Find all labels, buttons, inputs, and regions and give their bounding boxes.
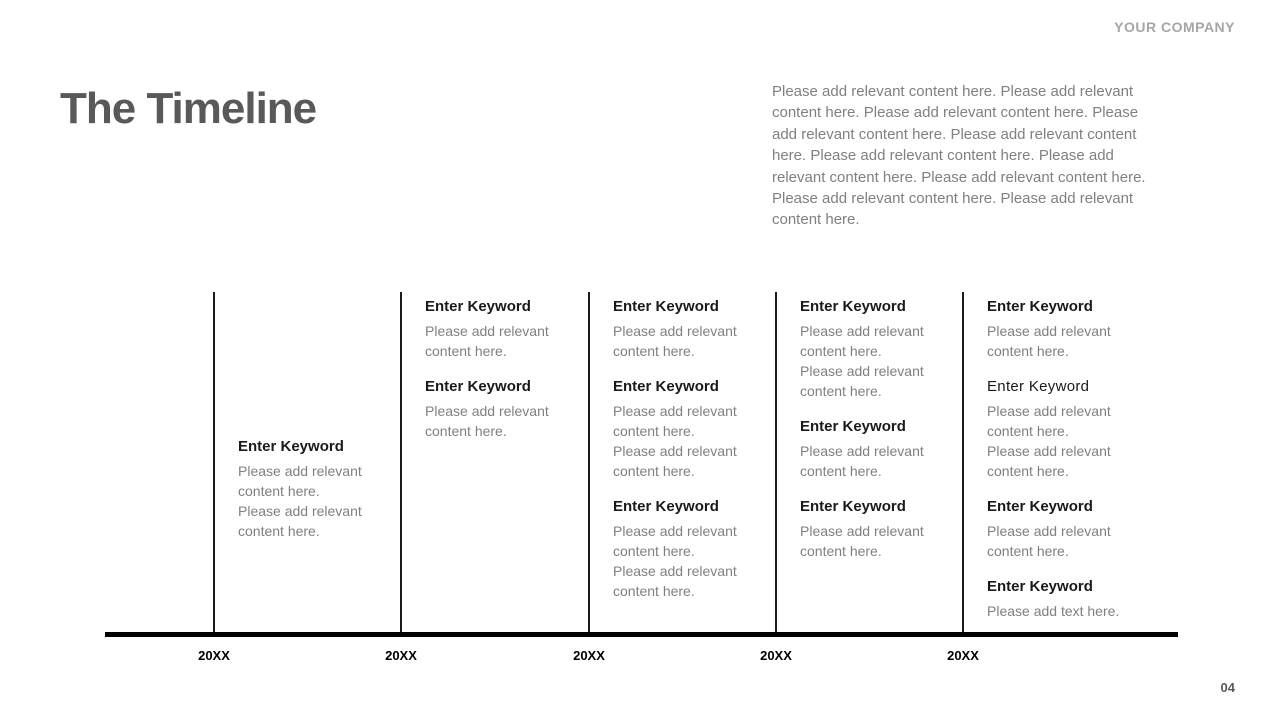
year-label: 20XX	[385, 648, 417, 663]
timeline-entry: Enter Keyword Please add relevant content…	[987, 297, 1129, 361]
entry-keyword-title: Enter Keyword	[425, 378, 531, 395]
entry-body-text: Please add relevant content here.	[425, 323, 549, 359]
entry-keyword-title: Enter Keyword	[987, 578, 1093, 595]
entry-keyword-title: Enter Keyword	[800, 498, 906, 515]
entry-keyword-title: Enter Keyword	[800, 298, 906, 315]
year-label: 20XX	[760, 648, 792, 663]
entry-body-text: Please add relevant content here.	[800, 523, 924, 559]
timeline-tick-line	[775, 292, 777, 632]
year-label: 20XX	[573, 648, 605, 663]
company-name: YOUR COMPANY	[1114, 19, 1235, 35]
entry-body-text: Please add relevant content here.	[800, 363, 924, 399]
entry-keyword-title: Enter Keyword	[987, 378, 1090, 395]
entry-body-text: Please add relevant content here.	[613, 403, 737, 439]
entry-body-text: Please add relevant content here.	[238, 503, 362, 539]
entry-keyword-title: Enter Keyword	[238, 438, 344, 455]
entry-keyword-title: Enter Keyword	[987, 298, 1093, 315]
column-entries: Enter Keyword Please add relevant content…	[800, 292, 942, 577]
entry-keyword-title: Enter Keyword	[613, 298, 719, 315]
column-entries: Enter Keyword Please add relevant content…	[987, 292, 1129, 637]
timeline-tick-line	[213, 292, 215, 632]
intro-paragraph: Please add relevant content here. Please…	[772, 83, 1146, 229]
year-label: 20XX	[947, 648, 979, 663]
timeline-entry: Enter Keyword Please add relevant content…	[800, 297, 942, 401]
timeline-tick-line	[962, 292, 964, 632]
timeline-entry: Enter Keyword Please add relevant content…	[800, 417, 942, 481]
entry-keyword-title: Enter Keyword	[613, 378, 719, 395]
entry-body-text: Please add text here.	[987, 603, 1120, 619]
column-entries: Enter Keyword Please add relevant content…	[238, 292, 380, 557]
timeline-entry: Enter Keyword Please add relevant content…	[613, 297, 755, 361]
page-title: The Timeline	[60, 84, 317, 133]
entry-body-text: Please add relevant content here.	[987, 443, 1111, 479]
entry-body-text: Please add relevant content here.	[987, 403, 1111, 439]
column-entries: Enter Keyword Please add relevant content…	[613, 292, 755, 617]
entry-body-text: Please add relevant content here.	[238, 463, 362, 499]
entry-body-text: Please add relevant content here.	[613, 563, 737, 599]
entry-keyword-title: Enter Keyword	[613, 498, 719, 515]
year-label: 20XX	[198, 648, 230, 663]
timeline-axis	[105, 632, 1178, 637]
timeline-entry: Enter Keyword Please add relevant content…	[238, 437, 380, 541]
timeline-entry: Enter Keyword Please add relevant content…	[613, 497, 755, 601]
entry-body-text: Please add relevant content here.	[613, 523, 737, 559]
entry-body-text: Please add relevant content here.	[800, 323, 924, 359]
entry-keyword-title: Enter Keyword	[800, 418, 906, 435]
timeline-entry: Enter Keyword Please add relevant content…	[987, 497, 1129, 561]
entry-body-text: Please add relevant content here.	[613, 443, 737, 479]
entry-body-text: Please add relevant content here.	[425, 403, 549, 439]
timeline-entry: Enter Keyword Please add relevant content…	[425, 377, 567, 441]
page-number: 04	[1220, 680, 1235, 695]
entry-body-text: Please add relevant content here.	[987, 523, 1111, 559]
entry-body-text: Please add relevant content here.	[613, 323, 737, 359]
timeline-tick-line	[588, 292, 590, 632]
entry-keyword-title: Enter Keyword	[987, 498, 1093, 515]
column-entries: Enter Keyword Please add relevant content…	[425, 292, 567, 457]
timeline-tick-line	[400, 292, 402, 632]
timeline-entry: Enter Keyword Please add text here.	[987, 577, 1129, 621]
timeline-entry: Enter Keyword Please add relevant content…	[613, 377, 755, 481]
entry-body-text: Please add relevant content here.	[987, 323, 1111, 359]
timeline-entry: Enter Keyword Please add relevant content…	[987, 377, 1129, 481]
timeline-entry: Enter Keyword Please add relevant content…	[425, 297, 567, 361]
entry-keyword-title: Enter Keyword	[425, 298, 531, 315]
timeline-entry: Enter Keyword Please add relevant content…	[800, 497, 942, 561]
entry-body-text: Please add relevant content here.	[800, 443, 924, 479]
